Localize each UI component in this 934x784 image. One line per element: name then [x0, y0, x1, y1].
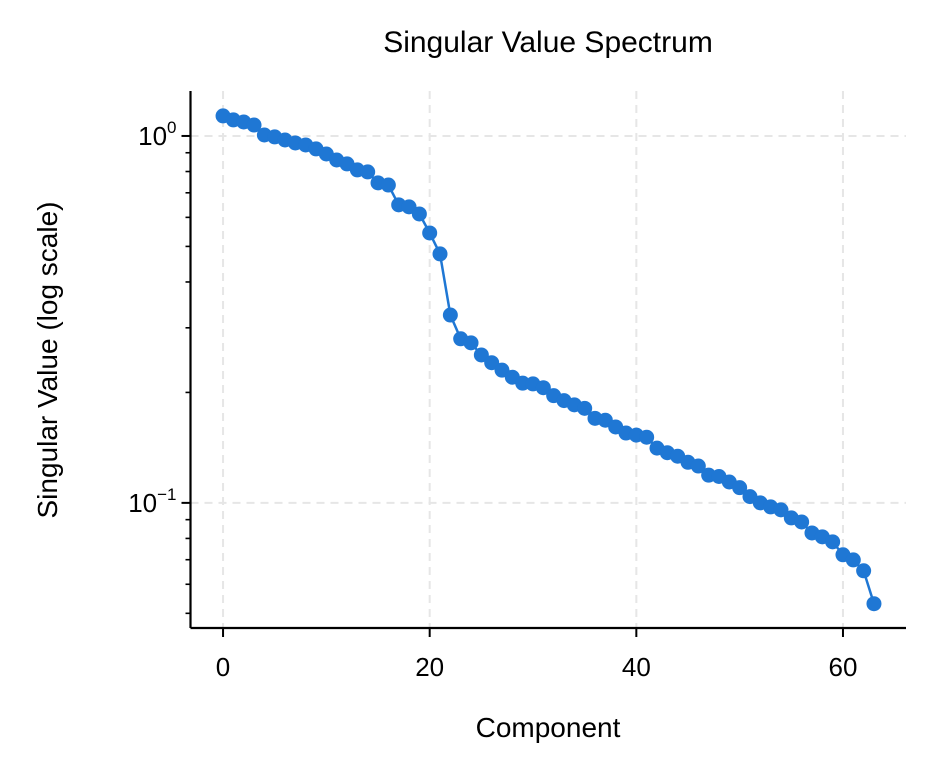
- data-point: [484, 355, 500, 371]
- data-point: [246, 117, 262, 133]
- x-tick-label: 20: [415, 652, 444, 682]
- axes: [181, 91, 906, 637]
- data-point: [825, 534, 841, 550]
- data-series: [215, 108, 882, 612]
- data-point: [845, 552, 861, 568]
- data-point: [732, 480, 748, 496]
- data-point: [442, 307, 458, 323]
- x-tick-label: 40: [622, 652, 651, 682]
- chart-title: Singular Value Spectrum: [383, 26, 713, 59]
- data-point: [577, 400, 593, 416]
- data-point: [473, 347, 489, 363]
- data-point: [794, 514, 810, 530]
- x-axis-label: Component: [475, 712, 621, 743]
- data-point: [639, 429, 655, 445]
- data-point: [690, 458, 706, 474]
- x-tick-label: 60: [829, 652, 858, 682]
- data-point: [866, 596, 882, 612]
- data-point: [856, 563, 872, 579]
- data-point: [411, 206, 427, 222]
- series-line: [222, 114, 876, 605]
- data-point: [360, 164, 376, 180]
- data-point: [463, 335, 479, 351]
- data-point: [380, 177, 396, 193]
- data-point: [535, 380, 551, 396]
- grid-lines: [190, 91, 906, 628]
- data-point: [422, 225, 438, 241]
- tick-labels: 0 20 40 60 100 10−1: [128, 118, 857, 682]
- data-point: [773, 502, 789, 518]
- x-tick-label: 0: [216, 652, 230, 682]
- y-axis-label: Singular Value (log scale): [32, 201, 63, 519]
- y-tick-label: 10−1: [128, 485, 176, 518]
- y-tick-label: 100: [138, 118, 176, 151]
- data-point: [432, 246, 448, 262]
